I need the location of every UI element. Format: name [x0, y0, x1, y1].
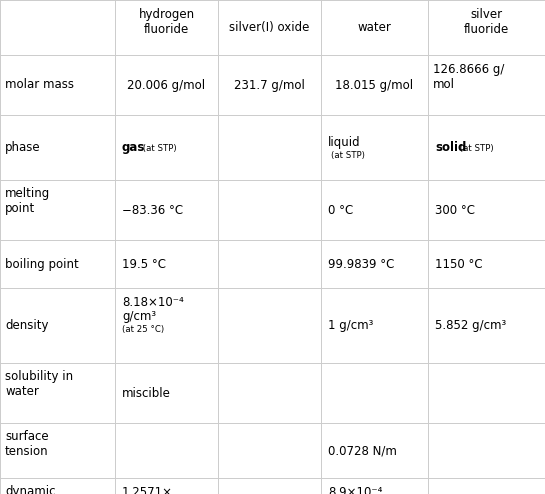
Text: 126.8666 g/
mol: 126.8666 g/ mol: [433, 63, 504, 91]
Text: dynamic
viscosity: dynamic viscosity: [5, 485, 56, 494]
Text: solid: solid: [435, 141, 467, 154]
Text: hydrogen
fluoride: hydrogen fluoride: [138, 8, 195, 36]
Text: 0.0728 N/m: 0.0728 N/m: [328, 444, 397, 457]
Text: melting
point: melting point: [5, 187, 50, 215]
Text: −83.36 °C: −83.36 °C: [122, 204, 183, 216]
Text: 1150 °C: 1150 °C: [435, 257, 483, 271]
Text: gas: gas: [122, 141, 146, 154]
Text: 5.852 g/cm³: 5.852 g/cm³: [435, 319, 506, 332]
Text: g/cm³: g/cm³: [122, 310, 156, 323]
Text: 8.9×10⁻⁴: 8.9×10⁻⁴: [328, 486, 383, 494]
Text: 19.5 °C: 19.5 °C: [122, 257, 166, 271]
Text: 20.006 g/mol: 20.006 g/mol: [128, 79, 205, 91]
Text: 0 °C: 0 °C: [328, 204, 353, 216]
Text: surface
tension: surface tension: [5, 430, 49, 458]
Text: silver(I) oxide: silver(I) oxide: [229, 21, 310, 34]
Text: 99.9839 °C: 99.9839 °C: [328, 257, 395, 271]
Text: molar mass: molar mass: [5, 79, 74, 91]
Text: 1 g/cm³: 1 g/cm³: [328, 319, 373, 332]
Text: silver
fluoride: silver fluoride: [464, 8, 509, 36]
Text: 8.18×10⁻⁴: 8.18×10⁻⁴: [122, 296, 184, 309]
Text: 231.7 g/mol: 231.7 g/mol: [234, 79, 305, 91]
Text: (at STP): (at STP): [140, 144, 177, 153]
Text: density: density: [5, 319, 49, 332]
Text: 1.2571×: 1.2571×: [122, 486, 173, 494]
Text: (at STP): (at STP): [457, 144, 494, 153]
Text: liquid: liquid: [328, 136, 361, 149]
Text: (at 25 °C): (at 25 °C): [122, 325, 164, 334]
Text: 18.015 g/mol: 18.015 g/mol: [335, 79, 414, 91]
Text: phase: phase: [5, 141, 41, 154]
Text: miscible: miscible: [122, 386, 171, 400]
Text: 300 °C: 300 °C: [435, 204, 475, 216]
Text: water: water: [358, 21, 391, 34]
Text: (at STP): (at STP): [331, 151, 365, 160]
Text: solubility in
water: solubility in water: [5, 370, 73, 398]
Text: boiling point: boiling point: [5, 257, 78, 271]
